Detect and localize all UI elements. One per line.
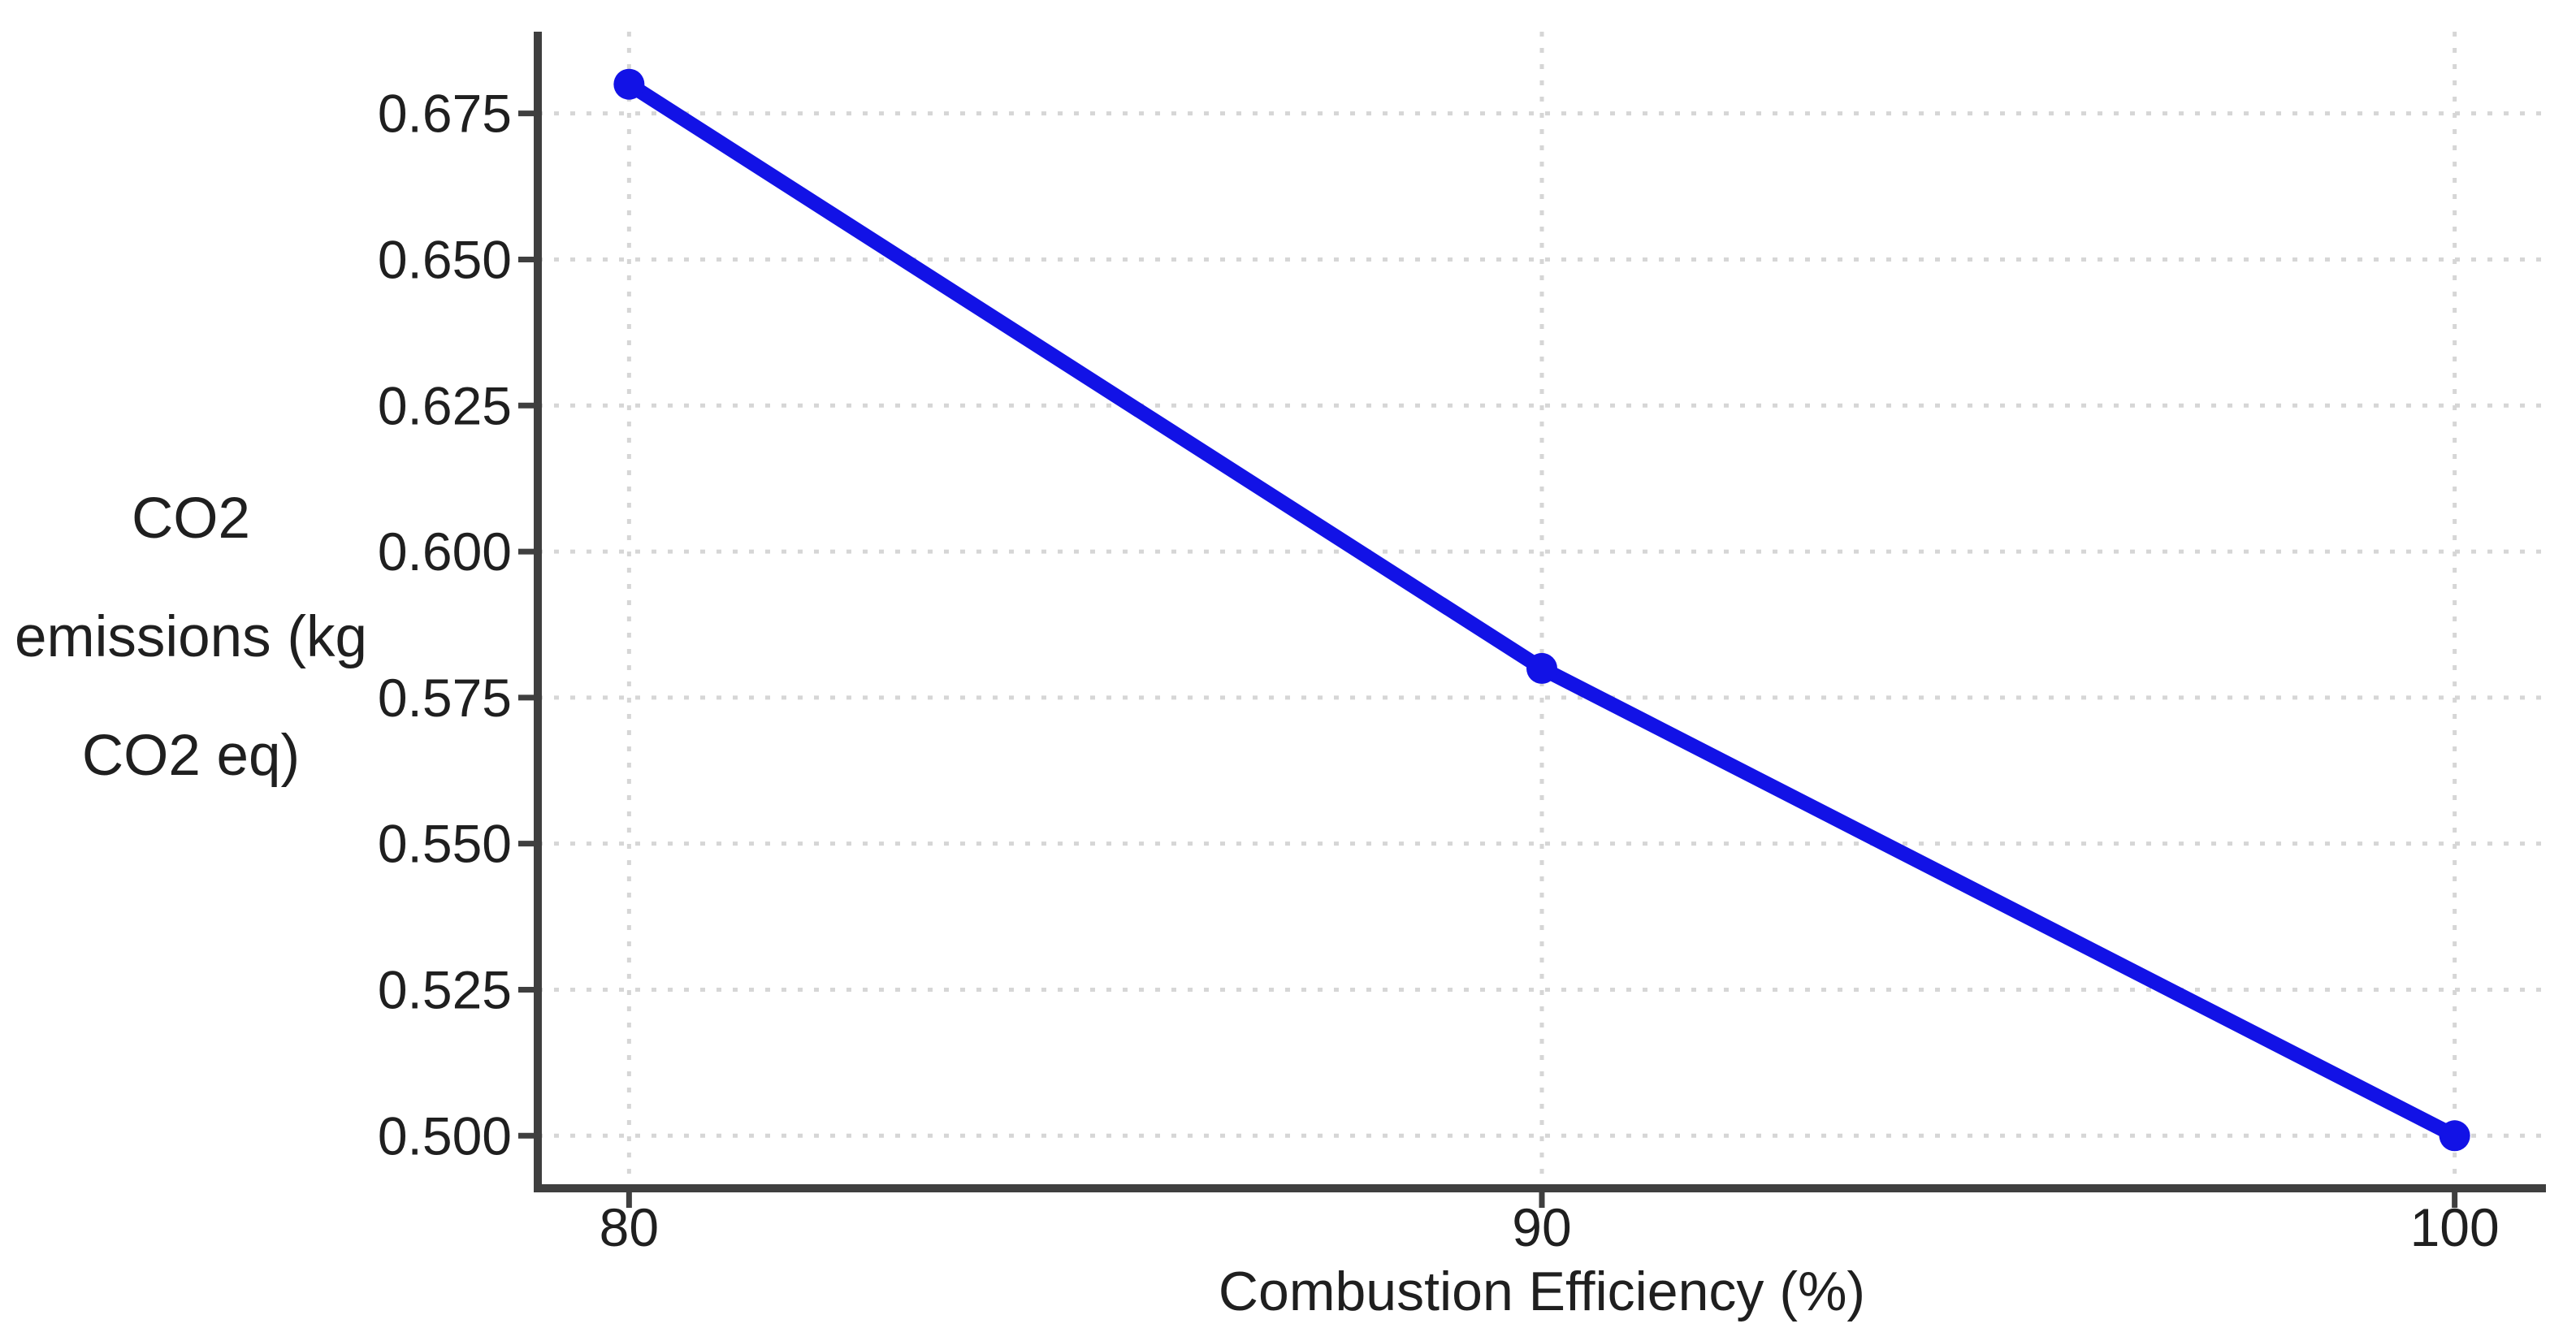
y-tick-label: 0.525	[378, 959, 512, 1019]
y-axis-title-line-3: CO2 eq)	[81, 724, 301, 788]
y-tick-label: 0.575	[378, 668, 512, 728]
y-tick-label: 0.550	[378, 814, 512, 874]
y-axis-title: CO2 emissions (kg CO2 eq)	[4, 460, 378, 815]
x-tick-label: 80	[600, 1197, 659, 1257]
data-series-layer	[613, 68, 2470, 1152]
y-tick-label: 0.600	[378, 521, 512, 582]
y-tick-label: 0.500	[378, 1105, 512, 1166]
y-tick-label: 0.625	[378, 375, 512, 435]
x-axis-title: Combustion Efficiency (%)	[1219, 1261, 1865, 1322]
data-point-marker	[613, 68, 645, 100]
x-tick-label: 90	[1512, 1197, 1571, 1257]
grid-layer	[538, 32, 2546, 1188]
y-tick-label: 0.650	[378, 229, 512, 289]
axis-layer: 0.500 0.525 0.550 0.575 0.600 0.625 0.650 0.675…	[378, 32, 2546, 1257]
data-point-marker	[1526, 652, 1557, 684]
x-tick-label: 100	[2410, 1197, 2500, 1257]
data-point-marker	[2439, 1120, 2470, 1152]
y-axis-title-line-1: CO2	[132, 487, 250, 551]
y-tick-label: 0.675	[378, 84, 512, 144]
y-axis-title-line-2: emissions (kg	[14, 605, 367, 669]
